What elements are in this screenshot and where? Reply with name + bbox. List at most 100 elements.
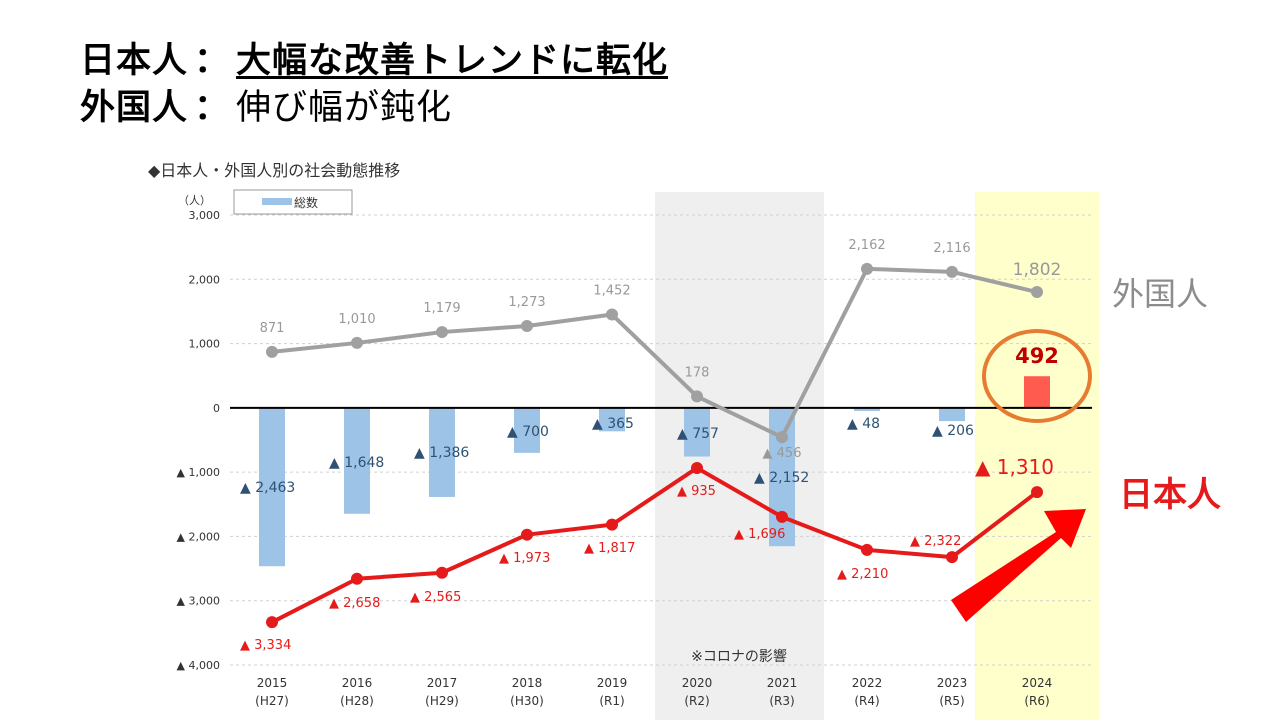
foreign-point (606, 308, 618, 321)
japanese-value-label: ▲ 1,973 (499, 551, 550, 566)
japanese-value-label: ▲ 2,322 (910, 534, 961, 549)
bar-value-label: ▲ 2,152 (754, 470, 809, 486)
x-tick-sublabel: (R1) (599, 694, 624, 708)
headline-japanese-sep: ： (194, 41, 231, 81)
foreign-series-label: 外国人 (1112, 275, 1208, 313)
legend-box (233, 189, 353, 215)
bar (684, 407, 710, 457)
x-tick-label: 2021 (767, 676, 798, 690)
x-tick-sublabel: (H28) (340, 694, 374, 708)
x-tick-label: 2024 (1022, 676, 1053, 690)
japanese-line (271, 465, 1039, 624)
highlight-circle (982, 329, 1092, 423)
japanese-value-label: ▲ 1,696 (734, 527, 785, 542)
bar-value-label: ▲ 700 (507, 424, 549, 440)
japanese-point (1031, 486, 1043, 499)
foreign-line (271, 266, 1038, 440)
x-tick-sublabel: (R4) (854, 694, 879, 708)
bar-highlight (1024, 376, 1050, 408)
bar (259, 407, 285, 567)
x-tick-sublabel: (H30) (510, 694, 544, 708)
headline-japanese-text: 大幅な改善トレンドに転化 (236, 41, 669, 81)
foreign-point (1031, 286, 1043, 299)
x-tick-label: 2023 (937, 676, 968, 690)
headline-japanese: 日本人：大幅な改善トレンドに転化 (80, 44, 668, 79)
japanese-value-label: ▲ 1,310 (975, 455, 1054, 479)
x-tick-label: 2017 (427, 676, 458, 690)
japanese-point (691, 461, 703, 474)
bar-value-label: ▲ 1,648 (329, 455, 384, 471)
bar-value-label: ▲ 2,463 (240, 480, 295, 496)
x-tick-sublabel: (R2) (684, 694, 709, 708)
x-tick-sublabel: (R5) (939, 694, 964, 708)
headline-foreign: 外国人：伸び幅が鈍化 (80, 91, 452, 126)
japanese-point (436, 566, 448, 579)
x-tick-label: 2015 (257, 676, 288, 690)
bar-value-label: ▲ 48 (847, 416, 880, 432)
y-tick-label: 1,000 (189, 338, 221, 351)
y-tick-label: ▲ 2,000 (177, 530, 220, 543)
headline-foreign-sep: ： (194, 88, 231, 128)
headline-foreign-text: 伸び幅が鈍化 (236, 88, 453, 128)
x-tick-label: 2020 (682, 676, 713, 690)
foreign-value-label: 178 (685, 365, 710, 380)
headline-foreign-label: 外国人 (80, 88, 189, 128)
japanese-point (521, 528, 533, 541)
x-tick-label: 2016 (342, 676, 373, 690)
covid-period-band (655, 192, 824, 720)
japanese-point (946, 551, 958, 564)
japanese-value-label: ▲ 2,658 (329, 596, 380, 611)
foreign-value-label: ▲ 456 (763, 446, 802, 461)
foreign-value-label: 1,010 (338, 312, 375, 327)
latest-year-highlight-band (975, 192, 1099, 720)
x-tick-label: 2018 (512, 676, 543, 690)
foreign-point (351, 336, 363, 349)
bar (599, 407, 625, 432)
japanese-value-label: ▲ 2,565 (410, 590, 461, 605)
y-tick-label: ▲ 3,000 (177, 595, 220, 608)
japanese-value-label: ▲ 935 (677, 484, 716, 499)
bar-value-label: ▲ 365 (592, 416, 634, 432)
y-tick-label: 3,000 (189, 209, 221, 222)
x-tick-sublabel: (R6) (1024, 694, 1049, 708)
foreign-value-label: 1,452 (593, 284, 630, 299)
japanese-value-label: ▲ 1,817 (584, 541, 635, 556)
bar-value-label: ▲ 757 (677, 426, 719, 442)
japanese-point (351, 572, 363, 585)
y-unit-label: （人） (178, 194, 211, 207)
japanese-point (861, 543, 873, 556)
legend-label: 総数 (294, 195, 318, 210)
bar-value-label: ▲ 206 (932, 423, 974, 439)
bar (514, 407, 540, 453)
legend-swatch (262, 198, 292, 205)
foreign-point (861, 262, 873, 275)
foreign-point (521, 320, 533, 333)
y-tick-label: 0 (213, 402, 220, 415)
bar (854, 407, 880, 411)
japanese-point (606, 518, 618, 531)
foreign-point (946, 265, 958, 278)
foreign-point (266, 345, 278, 358)
japanese-series-label: 日本人 (1119, 475, 1221, 515)
foreign-value-label: 1,273 (508, 295, 545, 310)
foreign-value-label: 2,162 (848, 238, 885, 253)
japanese-value-label: ▲ 2,210 (837, 567, 888, 582)
japanese-point (776, 510, 788, 523)
bar-value-label-2024: 492 (1015, 344, 1059, 368)
japanese-point (266, 616, 278, 629)
chart-title: ◆日本人・外国人別の社会動態推移 (148, 161, 401, 180)
bar (939, 407, 965, 422)
foreign-value-label: 1,179 (423, 301, 460, 316)
up-trend-arrow-icon (951, 509, 1086, 622)
foreign-point (776, 431, 788, 444)
foreign-value-label: 871 (260, 321, 285, 336)
bar (344, 407, 370, 514)
x-tick-sublabel: (H29) (425, 694, 459, 708)
x-tick-label: 2022 (852, 676, 883, 690)
covid-annotation: ※コロナの影響 (691, 648, 787, 665)
x-tick-label: 2019 (597, 676, 628, 690)
foreign-point (691, 390, 703, 403)
y-tick-label: 2,000 (189, 273, 221, 286)
headline-japanese-label: 日本人 (80, 41, 189, 81)
